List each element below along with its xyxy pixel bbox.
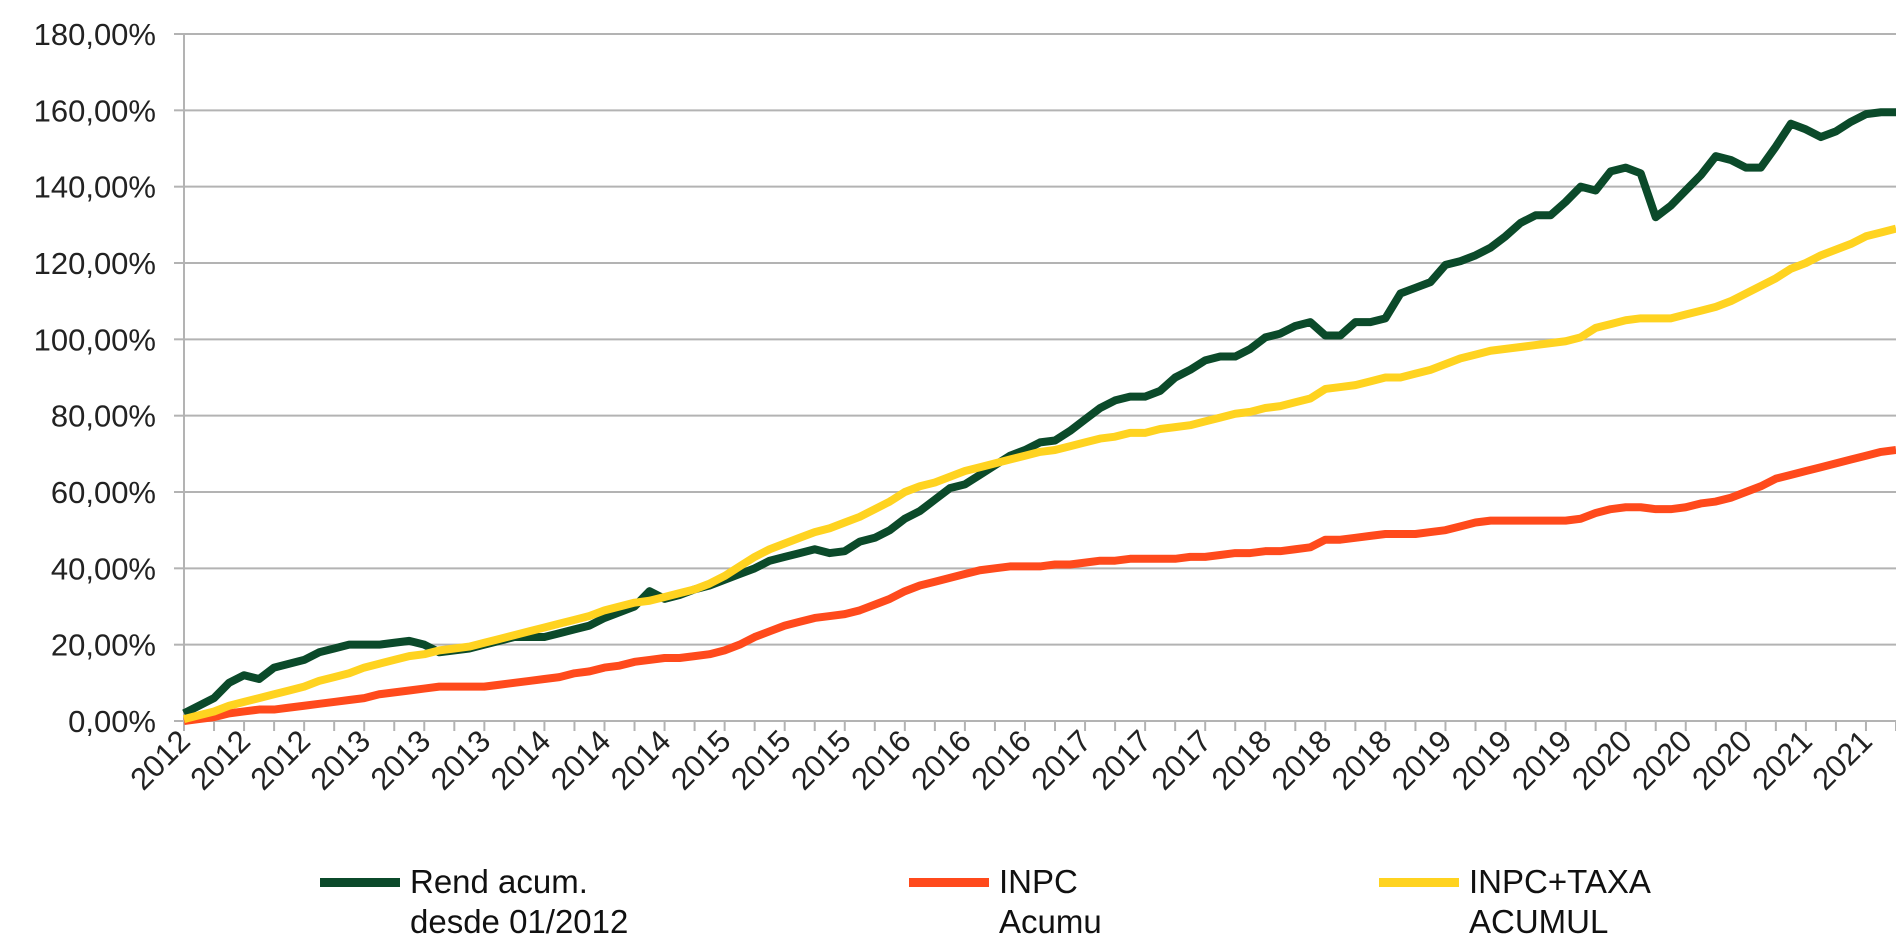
legend-item: INPC+TAXA ACUMUL [1379, 862, 1651, 941]
x-tick-label: 2020 [1565, 723, 1639, 797]
legend-label: INPC+TAXA ACUMUL [1469, 863, 1651, 940]
legend-item: Rend acum. desde 01/2012 [320, 862, 628, 941]
y-tick-label: 100,00% [34, 322, 156, 357]
x-tick-label: 2021 [1745, 723, 1819, 797]
y-tick-label: 160,00% [34, 93, 156, 128]
y-tick-label: 180,00% [34, 17, 156, 52]
y-tick-label: 120,00% [34, 246, 156, 281]
x-tick-label: 2019 [1385, 723, 1459, 797]
x-tick-label: 2018 [1205, 723, 1279, 797]
series-line [183, 446, 1896, 725]
x-tick-label: 2013 [364, 723, 438, 797]
y-tick-label: 20,00% [51, 628, 156, 663]
legend-swatch [320, 878, 400, 887]
x-tick-label: 2019 [1445, 723, 1519, 797]
x-tick-label: 2015 [724, 723, 798, 797]
legend-item: INPC Acumu [909, 862, 1102, 941]
chart: 0,00% 20,00% 40,00% 60,00% 80,00% 100,00% 120,… [34, 17, 1896, 797]
x-tick-label: 2014 [484, 723, 558, 797]
x-tick-label: 2017 [1024, 723, 1098, 797]
series-line [182, 108, 1896, 717]
y-tick-label: 140,00% [34, 170, 156, 205]
x-tick-label: 2013 [304, 723, 378, 797]
x-tick-label: 2019 [1505, 723, 1579, 797]
legend-label: Rend acum. desde 01/2012 [410, 863, 629, 940]
x-tick-label: 2013 [424, 723, 498, 797]
series-line [183, 224, 1896, 723]
x-tick-label: 2012 [244, 723, 318, 797]
legend-swatch [909, 878, 989, 887]
y-tick-label: 60,00% [51, 475, 156, 510]
x-tick-label: 2014 [604, 723, 678, 797]
x-tick-label: 2016 [964, 723, 1038, 797]
x-tick-label: 2021 [1805, 723, 1879, 797]
x-tick-label: 2016 [904, 723, 978, 797]
y-tick-label: 80,00% [51, 399, 156, 434]
x-tick-label: 2015 [784, 723, 858, 797]
x-tick-label: 2014 [544, 723, 618, 797]
x-tick-label: 2017 [1145, 723, 1219, 797]
legend-label: INPC Acumu [999, 863, 1102, 940]
x-tick-label: 2018 [1325, 723, 1399, 797]
y-tick-label: 40,00% [51, 551, 156, 586]
legend: Rend acum. desde 01/2012 INPC Acumu INPC+T… [0, 862, 1896, 941]
x-tick-label: 2020 [1685, 723, 1759, 797]
x-tick-label: 2018 [1265, 723, 1339, 797]
x-tick-label: 2017 [1085, 723, 1159, 797]
legend-swatch [1379, 878, 1459, 887]
y-tick-label: 0,00% [68, 704, 156, 739]
x-tick-label: 2020 [1625, 723, 1699, 797]
x-tick-label: 2015 [664, 723, 738, 797]
x-tick-label: 2016 [844, 723, 918, 797]
x-tick-label: 2012 [184, 723, 258, 797]
